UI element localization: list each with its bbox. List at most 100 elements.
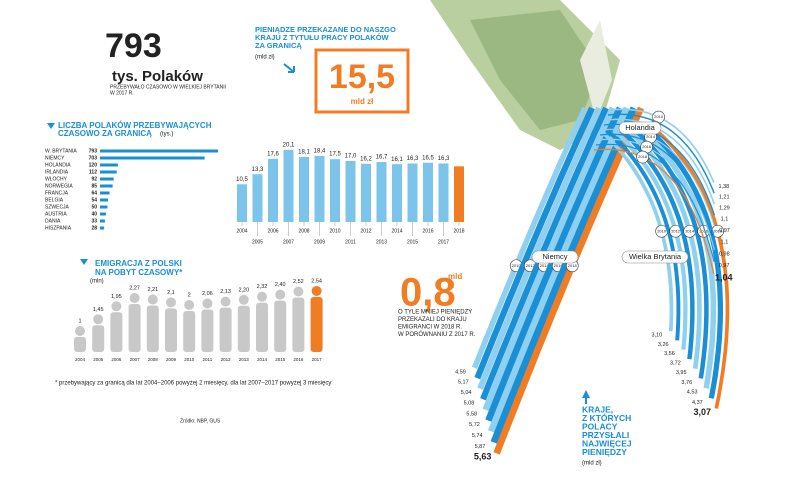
person-body xyxy=(310,296,323,352)
year-label: 2018 xyxy=(713,228,723,233)
person-head xyxy=(166,297,176,308)
band-label: 4,59 xyxy=(455,369,466,375)
band-label: 1,04 xyxy=(715,272,733,282)
band xyxy=(593,148,715,275)
bar-label: 13,3 xyxy=(252,167,264,173)
bar xyxy=(314,155,325,222)
countries-title: PRZYSŁALI xyxy=(582,430,629,440)
drop-unit: zł xyxy=(448,281,455,290)
hbar-label: NIEMCY xyxy=(45,155,65,161)
x-tick-label: 2012 xyxy=(221,357,232,362)
highlight-box xyxy=(314,48,410,114)
year-label: 2010 xyxy=(654,114,664,119)
person-head xyxy=(202,298,213,309)
person-head xyxy=(220,296,231,307)
band-label: 5,58 xyxy=(466,411,477,417)
band xyxy=(605,118,716,205)
band-label: 3,07 xyxy=(694,407,712,417)
countries-title: POLACY xyxy=(582,421,618,431)
person-body xyxy=(110,312,123,352)
band-label: 4,53 xyxy=(687,390,698,396)
remittance-title: PIENIĄDZE PRZEKAZANE DO NASZGO xyxy=(255,25,396,34)
hbar-value: 85 xyxy=(91,183,97,189)
hbar xyxy=(100,149,218,153)
bar-label: 17,6 xyxy=(267,151,279,157)
hbar-value: 50 xyxy=(91,204,97,210)
arrow xyxy=(80,259,88,265)
person-body xyxy=(237,305,250,352)
person-body xyxy=(274,300,287,352)
hbar-label: WŁOCHY xyxy=(45,176,68,182)
hbar-value: 793 xyxy=(89,148,98,154)
person-label: 2,21 xyxy=(147,287,158,293)
person-head xyxy=(129,292,140,303)
person-body xyxy=(92,325,105,352)
band-label: 0,97 xyxy=(719,263,730,269)
bar xyxy=(345,160,356,222)
x-tick-label: 2009 xyxy=(314,239,325,245)
person-head xyxy=(275,289,286,300)
band-label: 5,17 xyxy=(458,380,469,386)
hbar xyxy=(100,177,114,181)
year-label: 2018 xyxy=(638,154,648,159)
person-label: 2,54 xyxy=(311,278,322,284)
band xyxy=(654,128,730,409)
year-label: 2010 xyxy=(512,263,522,268)
person-label: 2,27 xyxy=(129,285,140,291)
x-tick-label: 2011 xyxy=(345,239,356,245)
bar xyxy=(376,162,387,222)
band xyxy=(480,106,609,401)
bar xyxy=(330,159,340,222)
hbar-label: FRANCJA xyxy=(45,190,69,196)
year-label: 2016 xyxy=(699,228,709,233)
bar-label: 18,1 xyxy=(298,150,310,156)
hbar xyxy=(100,170,117,174)
band-label: 3,56 xyxy=(664,351,675,357)
person-head xyxy=(111,301,122,312)
year-label: 2014 xyxy=(685,228,695,233)
bar-label: 17,5 xyxy=(329,152,341,158)
band-label: 0,98 xyxy=(719,251,730,257)
series-pill xyxy=(618,121,662,135)
year-label: 2012 xyxy=(526,263,536,268)
x-tick-label: 2011 xyxy=(203,357,213,362)
band xyxy=(595,143,715,262)
hbar-label: NORWEGIA xyxy=(45,183,73,189)
year-label: 2018 xyxy=(568,263,578,268)
band xyxy=(482,106,617,412)
year-label: 2016 xyxy=(554,263,564,268)
x-tick-label: 2017 xyxy=(438,239,449,245)
countries-title: NAJWIĘCEJ xyxy=(582,438,632,448)
highlight-unit: mld zł xyxy=(351,97,374,106)
hbar-value: 703 xyxy=(89,155,98,161)
source: Źródło: NBP, GUS xyxy=(180,417,221,424)
hbar xyxy=(100,156,205,160)
countries-title: KRAJE, xyxy=(582,404,613,414)
person-head xyxy=(184,300,195,310)
bar-label: 16,3 xyxy=(407,156,419,162)
person-body xyxy=(219,307,232,352)
bar-label: 10,5 xyxy=(236,177,248,183)
bar xyxy=(392,164,402,222)
person-label: 2,32 xyxy=(257,284,268,290)
x-tick-label: 2004 xyxy=(75,357,86,362)
x-tick-label: 2012 xyxy=(360,228,371,234)
header-number: 793 xyxy=(105,27,162,65)
person-head xyxy=(93,314,104,325)
x-tick-label: 2013 xyxy=(376,239,387,245)
x-tick-label: 2005 xyxy=(93,357,104,362)
x-tick-label: 2013 xyxy=(239,357,250,362)
band xyxy=(633,128,709,379)
arrow xyxy=(582,390,590,404)
remittance-title: KRAJU Z TYTUŁU PRACY POLAKÓW xyxy=(255,33,390,42)
bar-label: 16,1 xyxy=(391,157,403,163)
person-head xyxy=(311,285,322,296)
band xyxy=(474,106,595,380)
band xyxy=(647,128,724,399)
bar xyxy=(283,149,294,222)
bar xyxy=(454,166,464,222)
band xyxy=(598,128,674,332)
year-marker xyxy=(636,150,649,164)
band xyxy=(471,106,588,369)
